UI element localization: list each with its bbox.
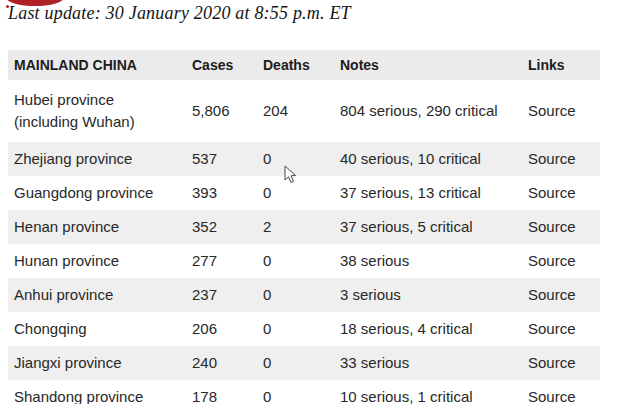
- table-row: Guangdong province 393 0 37 serious, 13 …: [8, 176, 600, 210]
- cases-cell: 5,806: [186, 100, 257, 122]
- deaths-cell: 0: [257, 148, 334, 170]
- deaths-cell: 0: [257, 250, 334, 272]
- deaths-cell: 0: [257, 284, 334, 306]
- table-row: Zhejiang province 537 0 40 serious, 10 c…: [8, 142, 600, 176]
- cases-cell: 178: [186, 386, 257, 404]
- region-cell: Hunan province: [8, 250, 186, 272]
- table-row: Chongqing 206 0 18 serious, 4 critical S…: [8, 312, 600, 346]
- source-link[interactable]: Source: [528, 218, 576, 235]
- region-cell: Jiangxi province: [8, 352, 186, 374]
- notes-cell: 37 serious, 13 critical: [334, 182, 522, 204]
- region-cell: Guangdong province: [8, 182, 186, 204]
- notes-cell: 33 serious: [334, 352, 522, 374]
- region-cell: Chongqing: [8, 318, 186, 340]
- header-deaths: Deaths: [257, 54, 334, 76]
- region-cell: Shandong province: [8, 386, 186, 404]
- header-cases: Cases: [186, 54, 257, 76]
- cases-cell: 277: [186, 250, 257, 272]
- source-link[interactable]: Source: [528, 354, 576, 371]
- cases-cell: 240: [186, 352, 257, 374]
- table-row: Anhui province 237 0 3 serious Source: [8, 278, 600, 312]
- deaths-cell: 0: [257, 352, 334, 374]
- page: Last update: 30 January 2020 at 8:55 p.m…: [0, 0, 619, 404]
- notes-cell: 804 serious, 290 critical: [334, 100, 522, 122]
- region-cell: Hubei province (including Wuhan): [8, 89, 186, 133]
- source-link[interactable]: Source: [528, 320, 576, 337]
- deaths-cell: 204: [257, 100, 334, 122]
- cases-cell: 352: [186, 216, 257, 238]
- header-links: Links: [522, 54, 600, 76]
- source-link[interactable]: Source: [528, 252, 576, 269]
- cases-cell: 537: [186, 148, 257, 170]
- header-notes: Notes: [334, 54, 522, 76]
- table-row: Jiangxi province 240 0 33 serious Source: [8, 346, 600, 380]
- source-link[interactable]: Source: [528, 184, 576, 201]
- table-header-row: MAINLAND CHINA Cases Deaths Notes Links: [8, 50, 600, 80]
- source-link[interactable]: Source: [528, 286, 576, 303]
- table-row: Hubei province (including Wuhan) 5,806 2…: [8, 80, 600, 142]
- region-cell: Zhejiang province: [8, 148, 186, 170]
- notes-cell: 37 serious, 5 critical: [334, 216, 522, 238]
- header-region: MAINLAND CHINA: [8, 54, 186, 76]
- notes-cell: 38 serious: [334, 250, 522, 272]
- deaths-cell: 2: [257, 216, 334, 238]
- table-row: Henan province 352 2 37 serious, 5 criti…: [8, 210, 600, 244]
- region-cell: Henan province: [8, 216, 186, 238]
- notes-cell: 40 serious, 10 critical: [334, 148, 522, 170]
- deaths-cell: 0: [257, 386, 334, 404]
- cases-table: MAINLAND CHINA Cases Deaths Notes Links …: [8, 50, 600, 404]
- cases-cell: 237: [186, 284, 257, 306]
- deaths-cell: 0: [257, 318, 334, 340]
- source-link[interactable]: Source: [528, 150, 576, 167]
- source-link[interactable]: Source: [528, 388, 576, 404]
- cases-cell: 393: [186, 182, 257, 204]
- table-row: Shandong province 178 0 10 serious, 1 cr…: [8, 380, 600, 404]
- table-row: Hunan province 277 0 38 serious Source: [8, 244, 600, 278]
- notes-cell: 10 serious, 1 critical: [334, 386, 522, 404]
- region-cell: Anhui province: [8, 284, 186, 306]
- cases-cell: 206: [186, 318, 257, 340]
- deaths-cell: 0: [257, 182, 334, 204]
- table-body: Hubei province (including Wuhan) 5,806 2…: [8, 80, 600, 404]
- notes-cell: 3 serious: [334, 284, 522, 306]
- last-update-text: Last update: 30 January 2020 at 8:55 p.m…: [8, 3, 351, 24]
- source-link[interactable]: Source: [528, 102, 576, 119]
- notes-cell: 18 serious, 4 critical: [334, 318, 522, 340]
